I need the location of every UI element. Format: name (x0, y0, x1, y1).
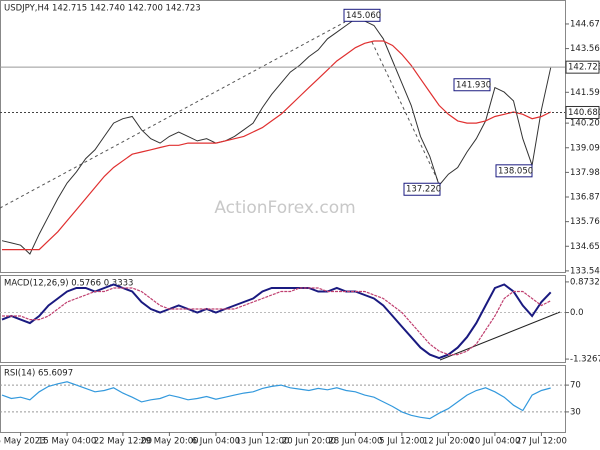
trend-line (0, 21, 346, 209)
main-frame (0, 0, 566, 273)
rsi-title: RSI(14) 65.6097 (4, 369, 73, 379)
y-tick-label: 70 (570, 381, 581, 391)
annotation-box (453, 78, 491, 92)
annotation-box (403, 182, 441, 196)
annotation-label: 141.930 (456, 80, 491, 90)
y-tick-label: 139.090 (570, 143, 600, 153)
x-tick-label: 28 Jun 04:00 (328, 437, 382, 447)
series-line (1, 381, 551, 420)
y-tick-label: 140.200 (570, 119, 600, 129)
x-tick-label: 27 Jul 12:00 (516, 437, 567, 447)
x-tick-label: 15 May 04:00 (38, 437, 96, 447)
series-line (2, 40, 551, 251)
y-tick-label: 143.560 (570, 44, 600, 54)
price-line-box (565, 60, 600, 74)
y-tick-label: 0.8732 (570, 277, 600, 287)
macd-title: MACD(12,26,9) 0.5766 0.3333 (4, 279, 133, 289)
macd-frame (0, 275, 566, 363)
annotation-label: 138.050 (498, 166, 533, 176)
y-tick-label: 141.590 (570, 88, 600, 98)
annotation-box (495, 164, 533, 178)
series-line (1, 283, 552, 360)
x-tick-label: 20 Jun 20:00 (282, 437, 336, 447)
y-tick-label: 133.540 (570, 266, 600, 276)
x-tick-label: 29 May 20:00 (140, 437, 198, 447)
x-tick-label: 5 Jul 12:00 (379, 437, 425, 447)
x-tick-label: 5 May 2023 (0, 437, 46, 447)
x-tick-label: 6 Jun 04:00 (192, 437, 241, 447)
rsi-frame (0, 365, 566, 433)
level-line-box (565, 105, 600, 119)
chart-title: USDJPY,H4 142.715 142.740 142.700 142.72… (4, 4, 201, 14)
y-tick-label: 134.650 (570, 242, 600, 252)
y-tick-label: 144.670 (570, 19, 600, 29)
annotation-box (343, 8, 381, 22)
level-line-label: 140.680 (568, 108, 600, 118)
price-line-label: 142.723 (568, 63, 600, 73)
x-tick-label: 13 Jun 12:00 (235, 437, 289, 447)
x-tick-label: 12 Jul 20:00 (423, 437, 474, 447)
y-tick-label: 0.0 (570, 308, 584, 318)
watermark: ActionForex.com (214, 198, 355, 218)
y-tick-label: 136.870 (570, 193, 600, 203)
y-tick-label: 135.760 (570, 217, 600, 227)
series-line (1, 18, 552, 255)
x-tick-label: 22 May 12:00 (94, 437, 152, 447)
y-tick-label: -1.3267 (570, 355, 600, 365)
annotation-label: 137.220 (406, 185, 441, 195)
y-tick-label: 30 (570, 407, 581, 417)
trend-line (371, 41, 441, 186)
annotation-label: 145.060 (346, 11, 381, 21)
x-tick-label: 20 Jul 04:00 (469, 437, 520, 447)
macd-trend-line (439, 311, 561, 361)
y-tick-label: 137.980 (570, 168, 600, 178)
